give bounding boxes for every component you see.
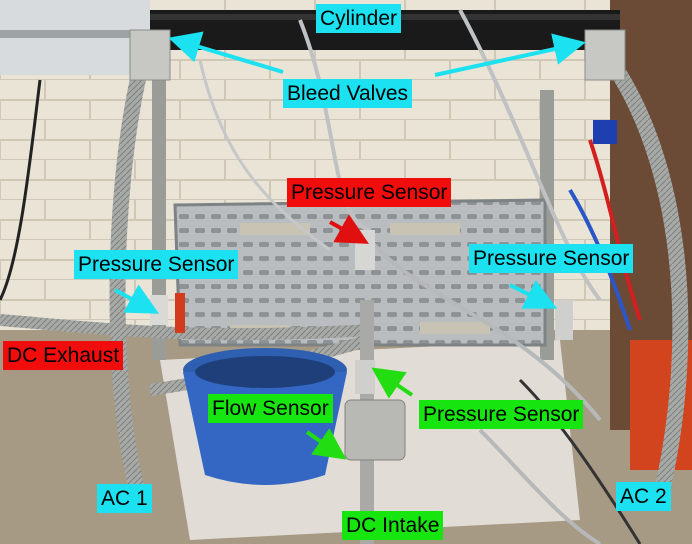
arrow-bleed-right bbox=[434, 33, 586, 77]
cable bbox=[458, 9, 602, 302]
braided-hose-left bbox=[109, 68, 148, 503]
label-ac1: AC 1 bbox=[97, 484, 152, 513]
label-bleed-valves: Bleed Valves bbox=[283, 79, 413, 108]
flow-sensor-device bbox=[344, 399, 406, 461]
window-frame bbox=[0, 30, 150, 38]
label-cylinder: Cylinder bbox=[316, 4, 402, 33]
label-dc-intake: DC Intake bbox=[342, 511, 444, 540]
bleed-valve-left bbox=[129, 29, 171, 81]
fitting bbox=[240, 223, 310, 235]
cable bbox=[198, 59, 331, 252]
cable bbox=[0, 79, 42, 301]
arrow-pressure-top bbox=[329, 214, 369, 244]
cable bbox=[368, 238, 602, 422]
bucket-inside bbox=[195, 356, 335, 388]
fitting bbox=[390, 223, 460, 235]
bucket-body bbox=[183, 372, 347, 485]
label-ac2: AC 2 bbox=[616, 482, 671, 511]
label-flow-sensor: Flow Sensor bbox=[208, 394, 333, 423]
arrow-pressure-left bbox=[114, 284, 160, 314]
arrow-pressure-bottom bbox=[371, 367, 414, 399]
arrow-flow-sensor bbox=[305, 428, 347, 460]
braided-hose-exhaust bbox=[0, 314, 371, 341]
fitting bbox=[420, 322, 490, 334]
braided-hose-right bbox=[603, 55, 689, 502]
bleed-valve-right bbox=[584, 29, 626, 81]
label-pressure-sensor-top: Pressure Sensor bbox=[287, 178, 452, 207]
label-dc-exhaust: DC Exhaust bbox=[3, 341, 124, 370]
label-pressure-sensor-bottom: Pressure Sensor bbox=[419, 400, 584, 429]
cable bbox=[478, 428, 602, 544]
pressure-sensor-left bbox=[150, 295, 168, 325]
pressure-sensor-right bbox=[555, 300, 573, 340]
red-cable bbox=[588, 139, 642, 321]
label-pressure-sensor-left: Pressure Sensor bbox=[74, 250, 239, 279]
pressure-sensor-bottom bbox=[355, 360, 375, 394]
frame-post-left bbox=[152, 40, 166, 360]
arrow-pressure-right bbox=[509, 279, 558, 309]
red-valve-handle bbox=[175, 293, 185, 333]
blue-fitting bbox=[593, 120, 617, 144]
cable bbox=[518, 378, 642, 544]
label-pressure-sensor-right: Pressure Sensor bbox=[469, 244, 634, 273]
arrow-bleed-left bbox=[168, 31, 284, 74]
